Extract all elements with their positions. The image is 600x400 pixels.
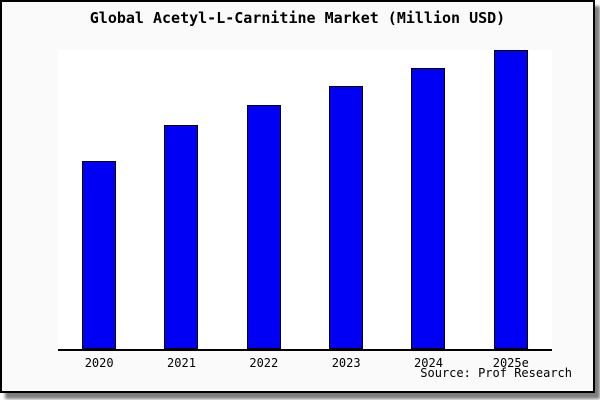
bar-2021 bbox=[164, 124, 199, 349]
bar-slot-2024 bbox=[387, 50, 469, 349]
bar-2024 bbox=[411, 67, 446, 349]
bar-slot-2020 bbox=[58, 50, 140, 349]
x-tick-label-2023: 2023 bbox=[331, 356, 361, 370]
bar-2025e bbox=[493, 50, 528, 349]
bar-2022 bbox=[246, 105, 281, 349]
bar-2020 bbox=[82, 160, 117, 349]
bars-container bbox=[58, 50, 552, 349]
x-tick-label-2024: 2024 bbox=[414, 356, 443, 370]
chart-figure: Global Acetyl-L-Carnitine Market (Millio… bbox=[0, 0, 595, 393]
x-tick-label-2025e: 2025e bbox=[492, 356, 529, 370]
source-credit: Source: Prof Research bbox=[420, 366, 572, 380]
x-tick-label-2022: 2022 bbox=[249, 356, 279, 370]
bar-slot-2022 bbox=[223, 50, 305, 349]
x-axis-labels: 2020 2021 2022 2023 2024 2025e bbox=[58, 356, 552, 370]
bar-2023 bbox=[329, 85, 364, 349]
plot-area bbox=[58, 50, 552, 351]
bar-slot-2023 bbox=[305, 50, 387, 349]
x-tick-label-2020: 2020 bbox=[84, 356, 114, 370]
x-tick-label-2021: 2021 bbox=[167, 356, 196, 370]
chart-title: Global Acetyl-L-Carnitine Market (Millio… bbox=[89, 9, 506, 27]
bar-slot-2021 bbox=[140, 50, 222, 349]
bar-slot-2025e bbox=[470, 50, 552, 349]
